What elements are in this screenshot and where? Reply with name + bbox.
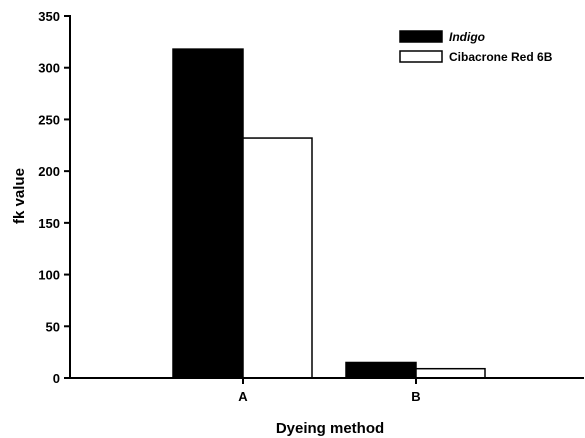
y-ticks-layer: 0 50 100 150 200 250 300 350 [38,9,70,386]
x-tick-label-a: A [238,389,248,404]
y-tick-label: 350 [38,9,60,24]
legend-swatch-indigo [399,30,443,43]
bar-indigo-b [345,361,417,379]
y-tick-label: 100 [38,268,60,283]
x-tick-label-b: B [411,389,420,404]
legend-label-cibacrone: Cibacrone Red 6B [449,50,553,64]
legend: Indigo Cibacrone Red 6B [399,30,553,64]
y-tick-label: 300 [38,61,60,76]
y-axis-title: fk value [11,168,28,224]
legend-swatch-cibacrone [399,50,443,63]
y-tick-label: 50 [46,319,60,334]
bar-indigo-a [172,48,244,379]
bar-cibacrone-b [415,367,486,379]
bar-cibacrone-a [242,137,313,379]
x-axis-title: Dyeing method [276,420,384,437]
legend-label-indigo: Indigo [449,30,485,44]
y-tick-label: 150 [38,216,60,231]
y-tick-label: 0 [53,371,60,386]
bars-layer [172,48,486,379]
y-tick-label: 200 [38,164,60,179]
y-tick-label: 250 [38,112,60,127]
